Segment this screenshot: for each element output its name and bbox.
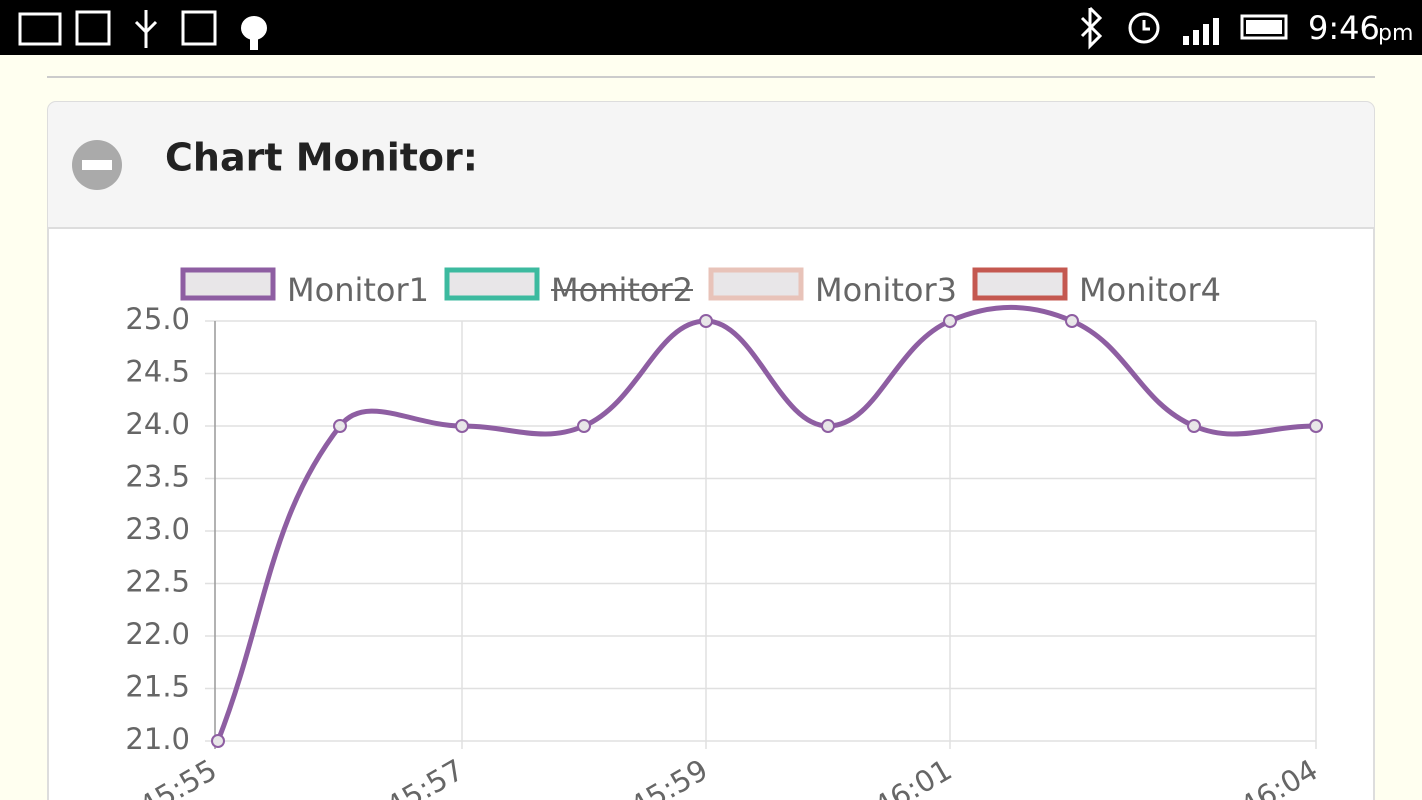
y-tick-label: 21.5 [125,670,190,704]
y-tick-label: 24.0 [125,407,190,441]
panel-header [48,102,1374,228]
data-point [1187,419,1201,433]
data-point [699,314,713,328]
status-icons [18,6,1288,50]
legend-label: Monitor1 [287,271,429,309]
collapse-icon [82,160,112,170]
data-point [333,419,347,433]
y-tick-label: 25.0 [125,302,190,336]
data-point [1065,314,1079,328]
legend-swatch [708,267,804,301]
panel-title: Chart Monitor: [165,136,478,180]
y-tick-label: 22.0 [125,617,190,651]
y-tick-label: 23.0 [125,512,190,546]
clock: 9:46 [1308,9,1380,47]
data-point [1309,419,1323,433]
y-tick-label: 23.5 [125,460,190,494]
legend-swatch [180,267,276,301]
y-tick-label: 24.5 [125,355,190,389]
legend-swatch [444,267,540,301]
y-tick-label: 22.5 [125,565,190,599]
clock-ampm: pm [1378,21,1413,46]
series-line [215,304,1317,742]
y-tick-label: 21.0 [125,722,190,756]
data-point [821,419,835,433]
status-bar [0,0,1422,55]
data-point [455,419,469,433]
legend-label: Monitor3 [815,271,957,309]
legend-label: Monitor4 [1079,271,1221,309]
data-point [211,734,225,748]
status-fill-icons [241,16,1282,50]
data-point [943,314,957,328]
legend-swatch [972,267,1068,301]
data-point [577,419,591,433]
